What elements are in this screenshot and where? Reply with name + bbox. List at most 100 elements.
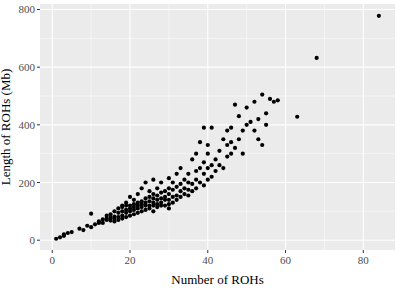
point	[85, 224, 89, 228]
point	[233, 103, 237, 107]
point	[151, 196, 155, 200]
point	[108, 212, 112, 216]
grid-line	[207, 4, 208, 250]
point	[206, 143, 210, 147]
point	[221, 137, 225, 141]
point	[225, 129, 229, 133]
point	[221, 166, 225, 170]
point	[151, 201, 155, 205]
grid-line	[40, 9, 395, 10]
tick	[363, 250, 364, 253]
point	[93, 222, 97, 226]
tick	[207, 250, 208, 253]
tick-label: 600	[19, 61, 36, 73]
point	[237, 137, 241, 141]
point	[101, 217, 105, 221]
point	[264, 111, 268, 115]
point	[81, 228, 85, 232]
point	[128, 214, 132, 218]
point	[182, 178, 186, 182]
point	[128, 203, 132, 207]
point	[116, 211, 120, 215]
point	[229, 152, 233, 156]
point	[272, 100, 276, 104]
point	[58, 235, 62, 239]
x-axis-title: Number of ROHs	[171, 272, 263, 287]
point	[198, 166, 202, 170]
tick	[37, 182, 40, 183]
point	[198, 140, 202, 144]
minor-grid	[40, 38, 395, 39]
point	[171, 195, 175, 199]
point	[233, 146, 237, 150]
point	[105, 214, 109, 218]
point	[245, 105, 249, 109]
point	[206, 152, 210, 156]
point	[159, 196, 163, 200]
point	[147, 189, 151, 193]
point	[252, 129, 256, 133]
point	[241, 129, 245, 133]
point	[167, 186, 171, 190]
point	[89, 212, 93, 216]
tick	[37, 240, 40, 241]
point	[167, 206, 171, 210]
point	[167, 202, 171, 206]
tick-label: 80	[358, 254, 370, 266]
y-axis-title: Length of ROHs (Mb)	[0, 69, 13, 186]
point	[147, 199, 151, 203]
point	[167, 176, 171, 180]
point	[178, 189, 182, 193]
point	[155, 202, 159, 206]
point	[171, 180, 175, 184]
point	[295, 115, 299, 119]
point	[136, 211, 140, 215]
point	[256, 137, 260, 141]
point	[198, 180, 202, 184]
minor-grid	[324, 4, 325, 250]
grid-line	[363, 4, 364, 250]
tick	[130, 250, 131, 253]
grid-line	[40, 182, 395, 183]
point	[171, 188, 175, 192]
point	[202, 172, 206, 176]
point	[151, 209, 155, 213]
point	[194, 186, 198, 190]
point	[167, 198, 171, 202]
point	[143, 180, 147, 184]
point	[260, 92, 264, 96]
minor-grid	[40, 95, 395, 96]
grid-line	[40, 124, 395, 125]
point	[202, 126, 206, 130]
point	[143, 208, 147, 212]
point	[159, 191, 163, 195]
point	[175, 198, 179, 202]
point	[132, 202, 136, 206]
point	[206, 166, 210, 170]
point	[163, 203, 167, 207]
point	[163, 189, 167, 193]
point	[112, 209, 116, 213]
tick-label: 60	[280, 254, 292, 266]
point	[97, 219, 101, 223]
point	[186, 180, 190, 184]
points	[54, 14, 381, 241]
point	[120, 203, 124, 207]
point	[175, 172, 179, 176]
point	[143, 196, 147, 200]
point	[260, 143, 264, 147]
point	[175, 185, 179, 189]
point	[264, 123, 268, 127]
tick-label: 400	[19, 119, 36, 131]
point	[182, 186, 186, 190]
point	[136, 192, 140, 196]
point	[237, 114, 241, 118]
tick-label: 200	[19, 177, 36, 189]
chart: 0204060800200400600800Number of ROHsLeng…	[0, 0, 400, 293]
point	[186, 188, 190, 192]
point	[213, 169, 217, 173]
point	[124, 201, 128, 205]
point	[241, 152, 245, 156]
tick	[285, 250, 286, 253]
point	[256, 117, 260, 121]
